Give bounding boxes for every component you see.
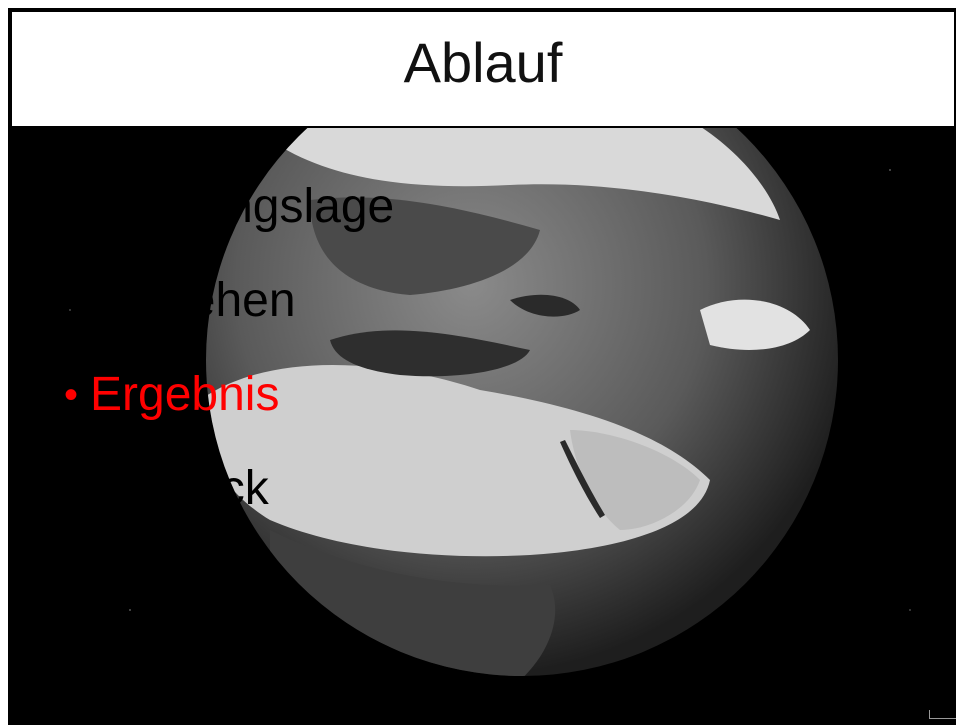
bullet-label: Vorgehen [90,274,296,327]
bullet-item-ausblick: • Ausblick [64,442,394,536]
bullet-glyph: • [64,373,79,417]
bullet-item-ausgangslage: • Ausgangslage [64,160,394,254]
bullet-label: Ausblick [90,462,269,515]
bullet-item-vorgehen: • Vorgehen [64,254,394,348]
bullet-glyph: • [64,467,79,511]
bullet-label: Ergebnis [90,368,280,421]
slide: Ablauf • Ausgangslage • Vorgehen • Ergeb… [8,8,956,725]
bullet-item-ergebnis: • Ergebnis [64,348,394,442]
bullet-glyph: • [64,279,79,323]
title-bar: Ablauf [10,10,956,128]
page-title: Ablauf [403,30,563,94]
corner-marker [929,710,956,719]
bullet-glyph: • [64,185,79,229]
bullet-list: • Ausgangslage • Vorgehen • Ergebnis • A… [64,160,394,536]
bullet-label: Ausgangslage [90,180,395,233]
